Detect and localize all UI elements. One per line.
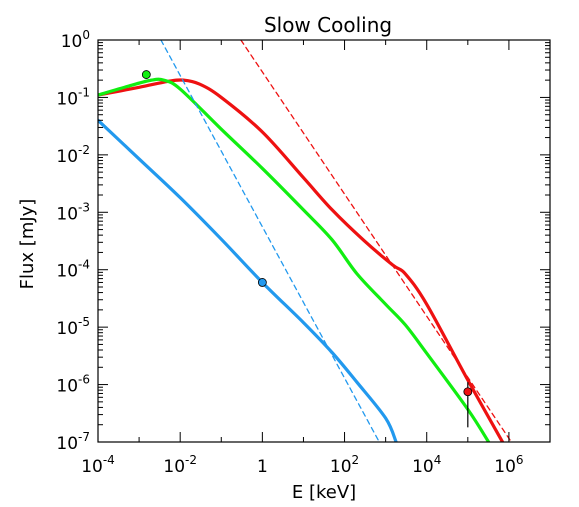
plot-frame bbox=[97, 39, 551, 443]
series-line-1 bbox=[98, 78, 505, 442]
y-tick-label-6: 10-5 bbox=[56, 315, 90, 339]
chart-title: Slow Cooling bbox=[264, 13, 392, 37]
ticks-layer: 10-4 10-2 1 102 104 10610010-110-210-310-410-… bbox=[56, 28, 550, 477]
data-point-2 bbox=[257, 278, 267, 287]
series-layer bbox=[98, 40, 513, 442]
x-tick-label-5: 104 bbox=[412, 453, 441, 477]
y-tick-label-8: 10-7 bbox=[56, 430, 90, 454]
x-tick-label-3: 1 bbox=[257, 457, 268, 477]
y-tick-label-1: 100 bbox=[61, 28, 90, 52]
series-line-3 bbox=[98, 118, 398, 442]
series-line-2 bbox=[98, 77, 491, 442]
x-tick-label-4: 102 bbox=[330, 453, 359, 477]
series-line-5-dashed bbox=[160, 40, 380, 442]
y-axis-label: Flux [mJy] bbox=[17, 199, 38, 290]
y-tick-label-7: 10-6 bbox=[56, 373, 90, 397]
y-tick-label-5: 10-4 bbox=[56, 258, 90, 282]
data-point-1 bbox=[141, 70, 151, 79]
series-line-4-dashed bbox=[240, 40, 513, 442]
data-point-3 bbox=[463, 387, 473, 397]
x-tick-label-1: 10-4 bbox=[81, 453, 115, 477]
y-tick-label-4: 10-3 bbox=[56, 200, 90, 224]
x-axis-label: E [keV] bbox=[292, 482, 356, 503]
x-tick-label-6: 106 bbox=[494, 453, 523, 477]
points-layer bbox=[141, 70, 473, 428]
y-tick-label-2: 10-1 bbox=[56, 85, 90, 109]
y-tick-label-3: 10-2 bbox=[56, 143, 90, 167]
x-tick-label-2: 10-2 bbox=[163, 453, 197, 477]
